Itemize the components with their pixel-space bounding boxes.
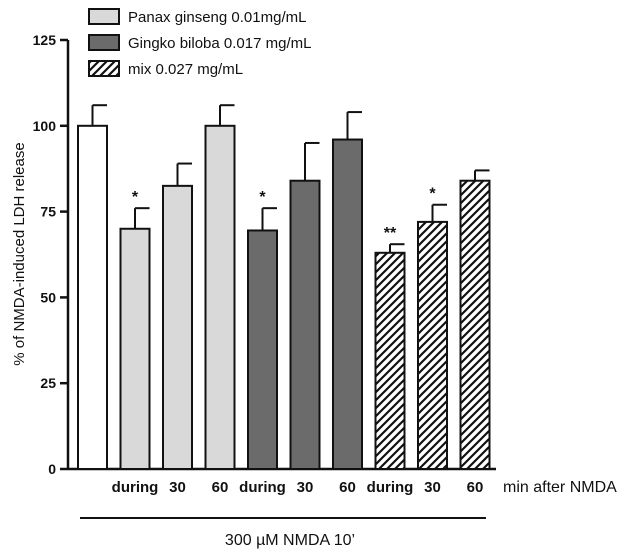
x-category-label-7: 60	[339, 479, 356, 496]
significance-marker-5: *	[259, 189, 266, 206]
bar-2	[119, 227, 151, 470]
x-category-label-3: 30	[169, 479, 186, 496]
nmda-bracket-label: 300 µM NMDA 10’	[225, 532, 355, 549]
bar-6	[289, 179, 321, 470]
x-axis-label: min after NMDA	[503, 479, 617, 496]
x-category-labels: during 30 60 during 30 60 during 30 60	[112, 479, 484, 496]
significance-marker-8: **	[384, 225, 397, 242]
y-tick-label: 25	[40, 375, 56, 391]
x-category-label-2: during	[112, 479, 159, 496]
bar-10	[459, 179, 491, 470]
bar-3	[162, 184, 193, 471]
bars: * ****	[77, 104, 491, 471]
y-tick-label: 50	[40, 289, 56, 305]
x-category-label-8: during	[367, 479, 414, 496]
legend-swatch-panax	[88, 8, 120, 25]
x-category-label-6: 30	[297, 479, 314, 496]
y-tick-label: 125	[33, 32, 57, 48]
bar-1	[77, 124, 108, 471]
significance-marker-9: *	[429, 186, 436, 203]
bar-5	[247, 229, 278, 470]
x-category-label-10: 60	[467, 479, 484, 496]
significance-marker-2: *	[132, 189, 139, 206]
legend-swatch-mix	[88, 60, 120, 77]
bar-8	[374, 251, 406, 470]
y-tick-label: 0	[48, 461, 56, 477]
x-category-label-5: during	[239, 479, 286, 496]
x-category-label-9: 30	[424, 479, 441, 496]
legend-label-mix: mix 0.027 mg/mL	[128, 61, 243, 78]
legend-label-gingko: Gingko biloba 0.017 mg/mL	[128, 35, 311, 52]
x-category-label-4: 60	[212, 479, 229, 496]
legend-swatch-gingko	[88, 34, 120, 51]
bar-4	[204, 124, 236, 471]
bar-9	[417, 220, 448, 470]
legend: Panax ginseng 0.01mg/mL Gingko biloba 0.…	[88, 8, 311, 78]
y-axis: 0 25 50 75 100 125	[33, 32, 70, 477]
y-axis-label: % of NMDA-induced LDH release	[11, 142, 28, 365]
y-tick-label: 75	[40, 204, 56, 220]
y-tick-label: 100	[33, 118, 57, 134]
bar-7	[332, 138, 363, 470]
legend-label-panax: Panax ginseng 0.01mg/mL	[128, 9, 306, 26]
